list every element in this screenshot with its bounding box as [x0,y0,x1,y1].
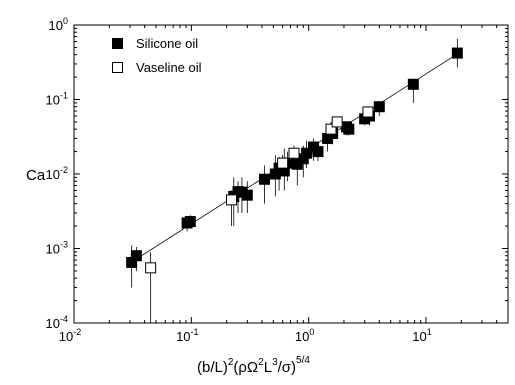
vaseline-oil-point [226,194,238,206]
y-tick-label: 10-3 [46,240,68,257]
y-tick-exponent: -2 [60,165,68,175]
vaseline-oil-point [288,147,300,159]
x-tick-label: 10-2 [59,327,81,344]
y-axis-label: Ca [26,167,46,184]
x-tick-base: 10 [412,329,426,344]
vaseline-oil-point [277,157,289,169]
x-label-part-b: (ρΩ [233,359,258,376]
y-tick-label: 10-4 [46,314,68,331]
y-tick-base: 10 [49,18,63,33]
x-tick-exponent: 0 [309,327,314,337]
vaseline-oil-point [331,116,343,128]
x-label-part-d: /σ) [278,359,296,376]
legend-label-silicone: Silicone oil [136,36,198,51]
x-label-part-c: L [264,359,272,376]
x-label-part-c-sup: 3 [272,357,278,368]
silicone-oil-point [451,47,463,59]
x-label-part-a: (b/L) [197,359,228,376]
legend: Silicone oil Vaseline oil [112,36,202,75]
silicone-oil-point [278,165,290,177]
silicone-oil-point [312,146,324,158]
vaseline-oil-point [325,123,337,135]
x-tick-exponent: -1 [191,327,199,337]
axis-ticks [73,24,509,324]
y-tick-base: 10 [46,93,60,108]
y-tick-exponent: -4 [60,314,68,324]
legend-marker-vaseline [112,62,123,73]
vaseline-oil-point [145,262,157,274]
y-tick-exponent: 0 [63,16,68,26]
y-tick-label: 10-2 [46,165,68,182]
silicone-oil-point [297,153,309,165]
vaseline-oil-point [362,106,374,118]
y-tick-exponent: -1 [60,91,68,101]
x-label-part-d-sup: 5/4 [296,355,310,366]
x-tick-label: 10-1 [176,327,198,344]
silicone-oil-point [241,189,253,201]
x-tick-label: 101 [412,327,431,344]
legend-label-vaseline: Vaseline oil [136,60,202,75]
x-label-part-b-sup: 2 [258,357,264,368]
y-tick-label: 100 [49,16,68,33]
silicone-oil-point [343,123,355,135]
silicone-oil-point [407,78,419,90]
x-label-part-a-sup: 2 [228,357,234,368]
y-tick-label: 10-1 [46,91,68,108]
silicone-oil-point [291,158,303,170]
data-markers [126,47,463,274]
silicone-oil-point [269,168,281,180]
silicone-oil-point [130,250,142,262]
silicone-oil-point [301,147,313,159]
x-tick-label: 100 [295,327,314,344]
silicone-oil-point [258,173,270,185]
y-tick-base: 10 [46,167,60,182]
x-tick-exponent: -2 [73,327,81,337]
y-tick-exponent: -3 [60,240,68,250]
y-tick-base: 10 [46,242,60,257]
y-tick-base: 10 [46,316,60,331]
x-tick-base: 10 [59,329,73,344]
legend-marker-silicone [112,38,123,49]
x-axis-label: (b/L)2(ρΩ2L3/σ)5/4 [197,355,310,376]
silicone-oil-point [184,216,196,228]
silicone-oil-point [373,101,385,113]
silicone-oil-point [126,256,138,268]
x-tick-base: 10 [295,329,309,344]
x-tick-exponent: 1 [427,327,432,337]
x-tick-base: 10 [176,329,190,344]
